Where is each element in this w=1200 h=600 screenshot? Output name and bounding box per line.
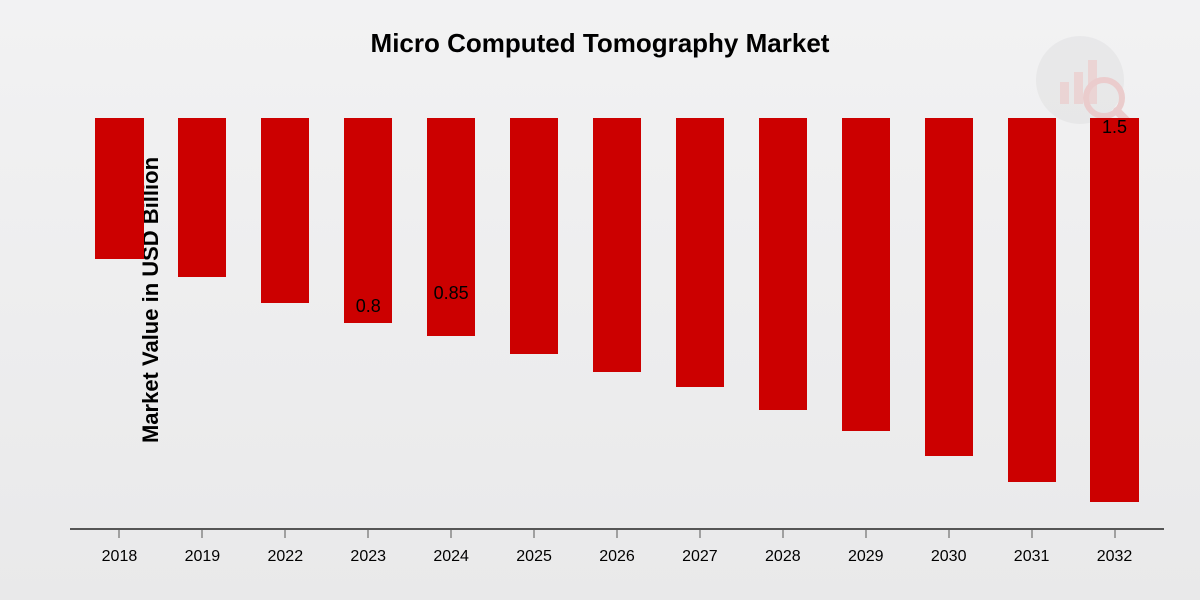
bar-slot <box>907 118 990 528</box>
bar <box>261 118 309 303</box>
x-tick <box>285 530 286 538</box>
x-axis-label: 2027 <box>658 548 741 566</box>
bar <box>676 118 724 387</box>
x-tick <box>616 530 617 538</box>
bar-slot <box>576 118 659 528</box>
x-axis-label: 2029 <box>824 548 907 566</box>
bar-value-label: 0.8 <box>356 296 381 317</box>
bar-slot <box>493 118 576 528</box>
x-tick <box>202 530 203 538</box>
x-tick <box>1031 530 1032 538</box>
bar-slot <box>78 118 161 528</box>
x-tick <box>451 530 452 538</box>
x-axis-label: 2019 <box>161 548 244 566</box>
bar <box>593 118 641 372</box>
bar-value-label: 1.5 <box>1102 117 1127 138</box>
chart-container: Micro Computed Tomography Market Market … <box>0 0 1200 600</box>
bar <box>842 118 890 431</box>
x-tick <box>782 530 783 538</box>
bar-slot <box>161 118 244 528</box>
bar <box>95 118 143 259</box>
x-tick <box>699 530 700 538</box>
x-tick <box>1114 530 1115 538</box>
x-axis-label: 2031 <box>990 548 1073 566</box>
bar-slot <box>824 118 907 528</box>
x-tick <box>368 530 369 538</box>
chart-title: Micro Computed Tomography Market <box>0 28 1200 59</box>
x-axis-label: 2022 <box>244 548 327 566</box>
x-tick <box>534 530 535 538</box>
x-tick <box>865 530 866 538</box>
x-axis-label: 2032 <box>1073 548 1156 566</box>
bar-slot: 1.5 <box>1073 118 1156 528</box>
x-axis-label: 2026 <box>576 548 659 566</box>
bar-slot <box>990 118 1073 528</box>
bar <box>344 118 392 323</box>
x-axis-label: 2023 <box>327 548 410 566</box>
bar-slot <box>244 118 327 528</box>
x-axis-label: 2028 <box>741 548 824 566</box>
x-tick <box>119 530 120 538</box>
bar-slot <box>741 118 824 528</box>
bar-slot <box>658 118 741 528</box>
x-tick <box>948 530 949 538</box>
bar <box>1090 118 1138 502</box>
bar-value-label: 0.85 <box>434 283 469 304</box>
x-axis-label: 2030 <box>907 548 990 566</box>
bar <box>925 118 973 456</box>
x-axis-label: 2018 <box>78 548 161 566</box>
bar <box>759 118 807 410</box>
x-axis-labels: 2018201920222023202420252026202720282029… <box>70 548 1164 566</box>
plot-area: 0.8 0.85 1.5 <box>70 118 1164 530</box>
x-axis-label: 2025 <box>493 548 576 566</box>
bar-slot: 0.8 <box>327 118 410 528</box>
bar <box>178 118 226 277</box>
bar-slot: 0.85 <box>410 118 493 528</box>
bars-group: 0.8 0.85 1.5 <box>70 118 1164 528</box>
x-axis-label: 2024 <box>410 548 493 566</box>
bar <box>1008 118 1056 482</box>
bar <box>510 118 558 354</box>
